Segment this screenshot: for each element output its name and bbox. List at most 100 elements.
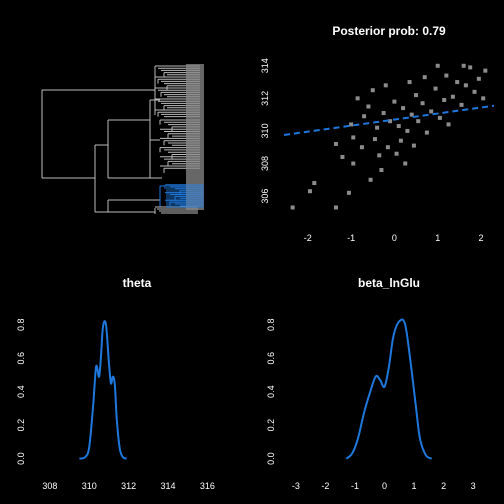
scatter-point [398,138,403,143]
tip-label-block [186,64,204,210]
scatter-point [307,189,312,194]
scatter-x-tick-label: 1 [435,233,440,243]
scatter-y-tick-label: 314 [260,58,270,73]
scatter-x-tick-label: 2 [479,233,484,243]
scatter-point [368,177,373,182]
scatter-point [372,137,377,142]
theta-x-tick-label: 314 [161,481,176,491]
theta-y-tick-label: 0.8 [16,318,26,331]
scatter-point [340,154,345,159]
scatter-point [455,80,460,85]
theta-x-tick-label: 308 [42,481,57,491]
scatter-point [379,168,384,173]
scatter-point [420,101,425,106]
beta-y-tick-label: 0.8 [266,318,276,331]
scatter-point [468,65,473,70]
theta-y-tick-label: 0.6 [16,352,26,365]
scatter-x-tick-label: 0 [392,233,397,243]
scatter-panel: Posterior prob: 0.79 -2 -1 0 1 2 306 308 310 312… [260,24,495,243]
scatter-point [377,153,382,158]
scatter-point [394,151,399,156]
scatter-point [416,119,421,124]
scatter-point [359,145,364,150]
scatter-point [409,112,414,117]
scatter-point [370,88,375,93]
scatter-point [442,97,447,102]
scatter-point [333,205,338,210]
scatter-point [290,205,295,210]
scatter-point [333,141,338,146]
highlighted-clade-block [166,184,204,208]
theta-density-line [79,320,128,460]
beta-x-tick-label: 0 [382,481,387,491]
beta-x-tick-label: -1 [351,481,359,491]
scatter-point [349,122,354,127]
beta-density-line [345,318,433,460]
scatter-y-tick-label: 310 [260,123,270,138]
scatter-point [411,143,416,148]
beta-x-tick-label: -3 [292,481,300,491]
scatter-point [450,94,455,99]
scatter-y-tick-label: 306 [260,189,270,204]
beta-x-tick-label: 2 [441,481,446,491]
scatter-point [422,75,427,80]
scatter-point [392,99,397,104]
scatter-point [351,135,356,140]
scatter-y-tick-label: 312 [260,91,270,106]
beta-x-tick-label: 1 [412,481,417,491]
beta-y-tick-label: 0.4 [266,385,276,398]
scatter-point [424,130,429,135]
theta-title: theta [123,276,152,290]
beta-x-tick-label: 3 [471,481,476,491]
scatter-point [429,109,434,114]
scatter-point [383,83,388,88]
scatter-x-tick-label: -1 [347,233,355,243]
scatter-point [312,181,317,186]
beta-density-panel: beta_lnGlu -3 -2 -1 0 1 2 3 0.0 0.2 0.4 0.6 0.8 [266,276,476,491]
theta-y-tick-label: 0.4 [16,385,26,398]
beta-title: beta_lnGlu [358,276,420,290]
scatter-point [375,125,380,130]
beta-y-tick-label: 0.2 [266,419,276,432]
beta-y-tick-label: 0.0 [266,452,276,465]
scatter-title: Posterior prob: 0.79 [332,24,446,38]
theta-y-tick-label: 0.0 [16,452,26,465]
scatter-point [433,86,438,91]
scatter-point [461,63,466,68]
beta-y-tick-label: 0.6 [266,352,276,365]
scatter-point [437,115,442,120]
scatter-point [388,119,393,124]
fit-line [283,104,495,136]
scatter-point [444,73,449,78]
scatter-point [351,161,356,166]
theta-y-tick-label: 0.2 [16,419,26,432]
scatter-point [405,128,410,133]
scatter-point [483,68,488,73]
scatter-point [446,122,451,127]
scatter-point [459,102,464,107]
scatter-point [385,145,390,150]
phylogeny-tree-panel [41,64,204,214]
scatter-point [396,124,401,129]
scatter-point [476,76,481,81]
scatter-point [481,96,486,101]
scatter-point [463,83,468,88]
scatter-y-tick-label: 308 [260,156,270,171]
scatter-x-tick-label: -2 [304,233,312,243]
scatter-point [435,63,440,68]
scatter-point [366,104,371,109]
theta-x-tick-label: 316 [200,481,215,491]
theta-x-tick-label: 310 [82,481,97,491]
scatter-point [355,96,360,101]
scatter-point [414,93,419,98]
theta-density-panel: theta 308 310 312 314 316 0.0 0.2 0.4 0.6 0.8 [16,276,215,491]
theta-x-tick-label: 312 [121,481,136,491]
scatter-point [401,106,406,111]
scatter-point [346,190,351,195]
scatter-point [362,114,367,119]
scatter-point [407,80,412,85]
scatter-point [381,111,386,116]
scatter-point [403,161,408,166]
